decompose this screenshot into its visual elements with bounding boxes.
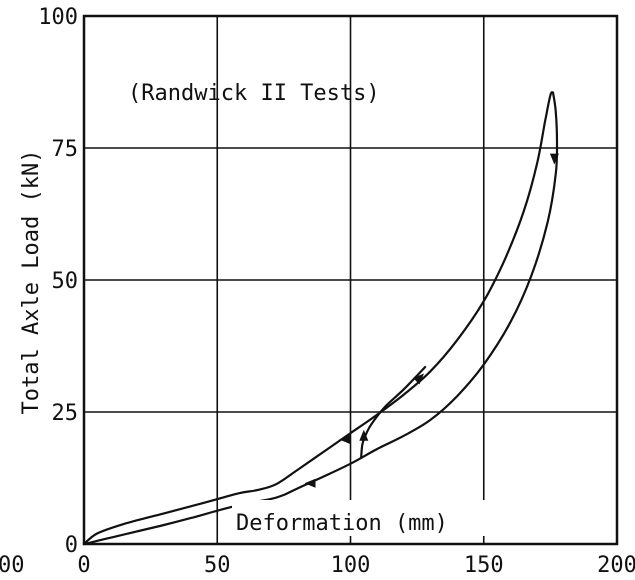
direction-arrow	[413, 373, 425, 385]
direction-arrow	[339, 435, 351, 444]
y-tick-label: 100	[38, 5, 78, 30]
y-tick-label: 0	[65, 533, 78, 558]
y-tick-label: 25	[52, 401, 79, 426]
direction-arrows	[304, 153, 559, 488]
curve-segment-1	[82, 91, 555, 546]
xlabel-background	[232, 500, 488, 536]
x-tick-label: 200	[597, 553, 635, 578]
y-tick-label: 50	[52, 269, 79, 294]
gridlines	[84, 16, 617, 544]
direction-arrow	[359, 429, 369, 441]
x-tick-label: 50	[204, 553, 231, 578]
x-tick-label: 150	[464, 553, 504, 578]
y-tick-label: 75	[52, 137, 79, 162]
x-tick-label: 100	[331, 553, 371, 578]
x-tick-label: 0	[77, 553, 90, 578]
y-axis-label: Total Axle Load (kN)	[19, 150, 44, 415]
curve-segment-2	[82, 91, 559, 546]
cropped-edge-label: 00	[0, 553, 25, 578]
direction-arrow	[304, 478, 316, 488]
plot-area-frame	[82, 14, 619, 546]
y-axis-ticks: 0 25 50 75 100	[38, 5, 78, 558]
x-axis-label: Deformation (mm)	[236, 511, 448, 536]
direction-arrow	[549, 153, 559, 165]
curve-segment-3	[360, 366, 427, 458]
annotation-randwick-tests: (Randwick II Tests)	[128, 81, 380, 106]
hysteresis-curve	[82, 91, 559, 546]
x-axis-ticks: 0 50 100 150 200	[77, 553, 635, 578]
